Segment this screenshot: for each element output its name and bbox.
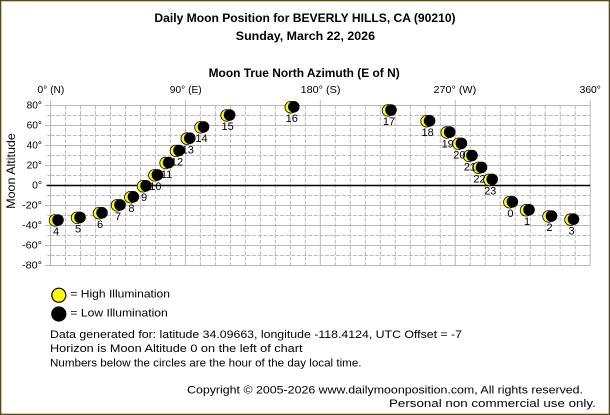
svg-text:2: 2	[546, 222, 552, 234]
svg-text:18: 18	[421, 127, 433, 139]
svg-text:0°: 0°	[32, 181, 42, 192]
svg-text:1: 1	[524, 216, 530, 228]
svg-text:Numbers below the circles are: Numbers below the circles are the hour o…	[50, 357, 362, 369]
svg-text:-80°: -80°	[22, 261, 42, 272]
svg-text:20: 20	[453, 150, 465, 162]
svg-text:Daily Moon Position for BEVERL: Daily Moon Position for BEVERLY HILLS, C…	[154, 11, 455, 25]
svg-text:60°: 60°	[27, 121, 42, 132]
svg-text:= High Illumination: = High Illumination	[70, 289, 170, 301]
svg-text:Horizon is Moon Altitude 0 on: Horizon is Moon Altitude 0 on the left o…	[50, 343, 303, 355]
svg-text:0° (N): 0° (N)	[38, 85, 65, 96]
svg-text:-40°: -40°	[22, 221, 42, 232]
svg-text:360°: 360°	[580, 85, 601, 96]
svg-text:180° (S): 180° (S)	[301, 85, 341, 96]
svg-text:10: 10	[149, 181, 161, 193]
svg-text:5: 5	[75, 224, 81, 236]
svg-text:23: 23	[484, 186, 496, 198]
svg-text:270° (W): 270° (W)	[434, 85, 477, 96]
svg-text:-20°: -20°	[22, 201, 42, 212]
svg-text:7: 7	[115, 211, 121, 223]
svg-text:16: 16	[286, 113, 298, 125]
svg-text:Copyright © 2005-2026 www.dail: Copyright © 2005-2026 www.dailymoonposit…	[187, 385, 583, 397]
svg-text:13: 13	[182, 144, 194, 156]
svg-text:-60°: -60°	[22, 241, 42, 252]
svg-text:Personal non commercial use on: Personal non commercial use only.	[389, 398, 596, 410]
svg-text:6: 6	[97, 219, 103, 231]
svg-text:= Low Illumination: = Low Illumination	[70, 308, 167, 320]
svg-text:11: 11	[161, 169, 172, 181]
svg-text:20°: 20°	[27, 161, 42, 172]
svg-text:22: 22	[473, 174, 485, 186]
svg-text:Data generated for: latitude 3: Data generated for: latitude 34.09663, l…	[50, 329, 462, 341]
svg-text:90° (E): 90° (E)	[170, 85, 202, 96]
svg-text:14: 14	[195, 133, 207, 145]
svg-text:4: 4	[53, 226, 59, 238]
svg-text:Sunday, March 22, 2026: Sunday, March 22, 2026	[236, 29, 376, 43]
svg-text:19: 19	[442, 138, 454, 150]
svg-text:40°: 40°	[27, 141, 42, 152]
svg-text:8: 8	[128, 203, 134, 215]
svg-text:80°: 80°	[27, 101, 42, 112]
svg-text:Moon True North Azimuth (E of: Moon True North Azimuth (E of N)	[209, 66, 400, 80]
svg-text:15: 15	[221, 121, 233, 133]
svg-text:3: 3	[568, 225, 574, 237]
svg-text:12: 12	[171, 157, 183, 169]
svg-text:0: 0	[507, 208, 513, 220]
svg-text:21: 21	[464, 162, 476, 174]
svg-text:Moon Altitude: Moon Altitude	[4, 133, 18, 209]
svg-text:9: 9	[141, 192, 147, 204]
svg-text:17: 17	[383, 116, 395, 128]
